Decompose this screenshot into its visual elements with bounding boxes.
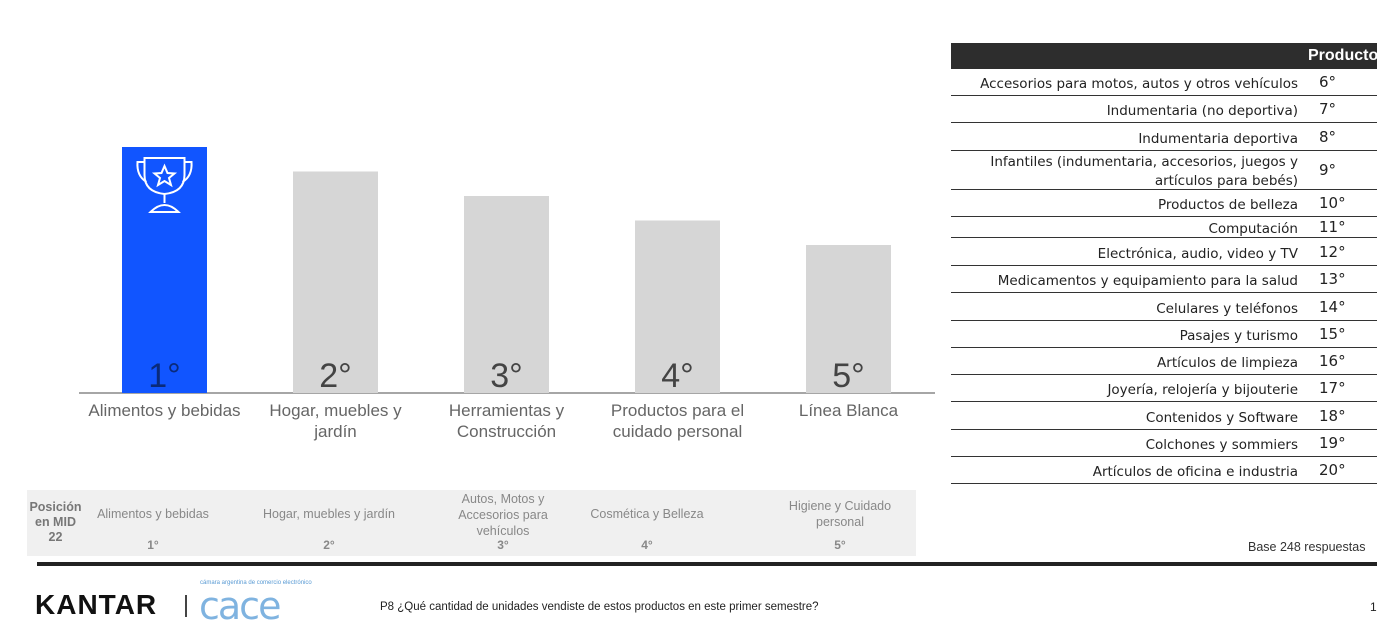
table-row-position: 18° bbox=[1319, 406, 1346, 425]
bar-category-2: Hogar, muebles y jardín bbox=[269, 401, 402, 441]
table-header: Productos bbox=[951, 43, 1377, 69]
mid-item-rank: 3° bbox=[497, 538, 509, 552]
bar-rank-label-3: 3° bbox=[490, 357, 523, 395]
cace-logo: cace bbox=[199, 586, 282, 624]
table-row-label: Pasajes y turismo bbox=[1179, 328, 1298, 345]
table-row-label: Artículos de oficina e industria bbox=[1092, 464, 1298, 481]
svg-text:cace: cace bbox=[199, 586, 280, 624]
bar-category-5: Línea Blanca bbox=[798, 401, 899, 420]
mid-item-rank: 5° bbox=[834, 538, 846, 552]
table-row: Joyería, relojería y bijouterie 17° bbox=[951, 375, 1377, 402]
mid-item-rank: 4° bbox=[641, 538, 653, 552]
mid-item-label: Alimentos y bebidas bbox=[97, 507, 209, 521]
trophy-star-icon bbox=[136, 157, 193, 213]
page-number: 1 bbox=[1370, 600, 1377, 614]
table-row-label: Infantiles (indumentaria, accesorios, ju… bbox=[990, 153, 1298, 189]
kantar-logo: KANTAR bbox=[35, 589, 158, 620]
bar-category-3: Herramientas y Construcción bbox=[448, 401, 565, 441]
mid-item-label: Autos, Motos y Accesorios para vehículos bbox=[458, 492, 548, 538]
table-row-position: 6° bbox=[1319, 73, 1337, 92]
table-row: Contenidos y Software 18° bbox=[951, 402, 1377, 430]
bar-4 bbox=[635, 220, 720, 393]
bar-5 bbox=[806, 245, 891, 393]
table-row-label: Contenidos y Software bbox=[1145, 409, 1298, 426]
mid-item-label: Higiene y Cuidado personal bbox=[788, 499, 892, 529]
table-row-position: 13° bbox=[1319, 270, 1346, 289]
bar-category-1: Alimentos y bebidas bbox=[88, 401, 241, 420]
table-row-label: Indumentaria deportiva bbox=[1138, 130, 1298, 147]
footer-divider-rule bbox=[37, 562, 1377, 566]
table-row-label: Accesorios para motos, autos y otros veh… bbox=[980, 76, 1298, 93]
question-text: P8 ¿Qué cantidad de unidades vendiste de… bbox=[380, 601, 819, 613]
table-row: Artículos de oficina e industria 20° bbox=[951, 457, 1377, 484]
table-row-position: 14° bbox=[1319, 297, 1346, 316]
mid-item-label: Cosmética y Belleza bbox=[590, 507, 704, 521]
ranking-table: Productos Accesorios para motos, autos y… bbox=[951, 43, 1377, 484]
logo-divider bbox=[185, 595, 187, 617]
table-row-position: 10° bbox=[1319, 194, 1346, 213]
table-body: Accesorios para motos, autos y otros veh… bbox=[951, 69, 1377, 484]
mid-item-rank: 2° bbox=[323, 538, 335, 552]
table-row: Artículos de limpieza 16° bbox=[951, 348, 1377, 375]
bar-3 bbox=[464, 196, 549, 393]
table-row-position: 15° bbox=[1319, 325, 1346, 344]
table-row: Infantiles (indumentaria, accesorios, ju… bbox=[951, 151, 1377, 190]
table-row-label: Celulares y teléfonos bbox=[1156, 300, 1298, 317]
table-row-position: 17° bbox=[1319, 379, 1346, 398]
table-row-label: Joyería, relojería y bijouterie bbox=[1107, 382, 1298, 399]
table-row-label: Computación bbox=[1208, 221, 1298, 238]
base-note: Base 248 respuestas bbox=[1248, 540, 1366, 554]
bar-2 bbox=[293, 171, 378, 393]
bar-1 bbox=[122, 147, 207, 393]
table-row: Electrónica, audio, video y TV 12° bbox=[951, 238, 1377, 266]
table-row: Indumentaria (no deportiva) 7° bbox=[951, 96, 1377, 123]
bar-rank-label-4: 4° bbox=[661, 357, 694, 395]
table-row-label: Productos de belleza bbox=[1157, 197, 1298, 214]
table-row-label: Electrónica, audio, video y TV bbox=[1097, 245, 1298, 262]
table-header-label: Productos bbox=[1308, 47, 1377, 64]
table-row-position: 7° bbox=[1319, 100, 1337, 119]
mid-item-rank: 1° bbox=[147, 538, 159, 552]
bar-category-4: Productos para el cuidado personal bbox=[610, 401, 745, 441]
table-row-position: 16° bbox=[1319, 352, 1346, 371]
table-row-position: 9° bbox=[1319, 161, 1337, 180]
table-row-position: 20° bbox=[1319, 461, 1346, 480]
table-row: Celulares y teléfonos 14° bbox=[951, 293, 1377, 321]
table-row-label: Colchones y sommiers bbox=[1145, 437, 1298, 454]
table-row: Accesorios para motos, autos y otros veh… bbox=[951, 69, 1377, 96]
table-row: Pasajes y turismo 15° bbox=[951, 321, 1377, 348]
table-row: Indumentaria deportiva 8° bbox=[951, 123, 1377, 151]
mid-title: Posición en MID 22 bbox=[29, 500, 82, 544]
table-row: Productos de belleza 10° bbox=[951, 190, 1377, 217]
table-row-position: 8° bbox=[1319, 127, 1337, 146]
table-row: Colchones y sommiers 19° bbox=[951, 430, 1377, 457]
mid-position-band: Posición en MID 22 Alimentos y bebidas 1°… bbox=[27, 490, 916, 556]
cace-tagline: cámara argentina de comercio electrónico bbox=[200, 580, 312, 586]
table-row-position: 12° bbox=[1319, 242, 1346, 261]
mid-item-label: Hogar, muebles y jardín bbox=[262, 507, 395, 521]
bar-rank-label-1: 1° bbox=[148, 357, 181, 395]
bar-rank-label-5: 5° bbox=[832, 357, 865, 395]
table-row: Computación 11° bbox=[951, 217, 1377, 238]
table-row-position: 19° bbox=[1319, 434, 1346, 453]
table-row-label: Artículos de limpieza bbox=[1157, 355, 1298, 372]
table-row-label: Indumentaria (no deportiva) bbox=[1106, 103, 1298, 120]
table-row: Medicamentos y equipamiento para la salu… bbox=[951, 266, 1377, 293]
ranking-bar-chart: 1° 2° 3° 4° 5° bbox=[79, 147, 935, 395]
table-row-position: 11° bbox=[1319, 218, 1346, 237]
bar-rank-label-2: 2° bbox=[319, 357, 352, 395]
table-row-label: Medicamentos y equipamiento para la salu… bbox=[997, 273, 1298, 290]
